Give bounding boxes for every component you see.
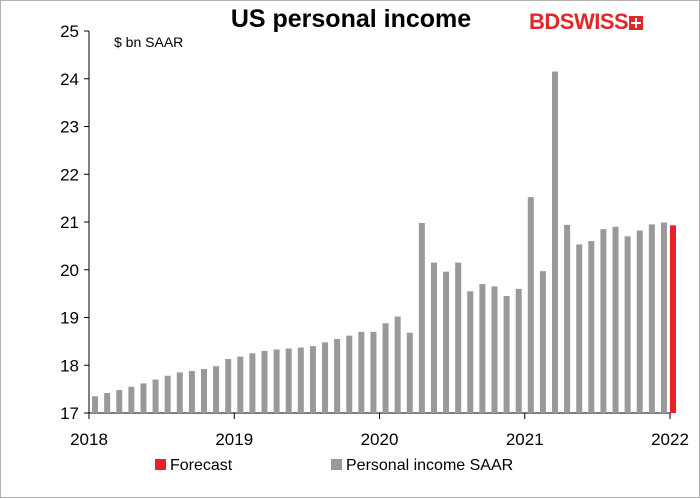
bar-forecast: [670, 225, 676, 413]
bar-personal-income: [164, 375, 171, 413]
bar-personal-income: [636, 230, 643, 413]
bar-personal-income: [527, 197, 534, 413]
logo-text-bd: BD: [529, 9, 560, 34]
x-tick-label: 2022: [651, 430, 689, 449]
bar-personal-income: [273, 349, 280, 413]
bar-personal-income: [200, 369, 207, 413]
bar-personal-income: [225, 359, 232, 413]
bar-personal-income: [140, 383, 147, 413]
bar-personal-income: [539, 271, 546, 413]
bar-personal-income: [418, 222, 425, 413]
bar-personal-income: [467, 291, 474, 413]
bar-personal-income: [176, 372, 183, 413]
bar-personal-income: [370, 331, 377, 413]
bar-personal-income: [152, 379, 159, 413]
bar-personal-income: [479, 284, 486, 413]
bar-personal-income: [503, 296, 510, 413]
y-tick-label: 19: [60, 309, 79, 328]
bar-personal-income: [346, 335, 353, 413]
bar-personal-income: [648, 224, 655, 413]
chart-title: US personal income: [230, 5, 472, 33]
bar-personal-income: [443, 271, 450, 413]
bar-personal-income: [322, 342, 329, 413]
bar-personal-income: [624, 236, 631, 413]
y-tick-label: 18: [60, 356, 79, 375]
y-tick-label: 24: [60, 70, 79, 89]
y-tick-label: 20: [60, 261, 79, 280]
brand-logo: BDSWISS: [529, 9, 644, 35]
bar-personal-income: [104, 392, 111, 413]
bar-personal-income: [358, 331, 365, 413]
bar-personal-income: [92, 396, 99, 413]
y-tick-label: 17: [60, 404, 79, 423]
bar-personal-income: [285, 348, 292, 413]
bar-personal-income: [552, 71, 559, 414]
bar-personal-income: [188, 370, 195, 413]
legend-swatch-personal-income: [331, 459, 342, 470]
legend-label-forecast: Forecast: [170, 457, 233, 474]
legend-item-forecast: Forecast: [155, 457, 232, 475]
x-tick-label: 2020: [361, 430, 399, 449]
bar-personal-income: [394, 316, 401, 413]
bar-personal-income: [430, 262, 437, 413]
x-tick-label: 2018: [70, 430, 108, 449]
bar-personal-income: [406, 332, 413, 413]
bar-personal-income: [213, 366, 220, 413]
bar-personal-income: [237, 356, 244, 413]
y-tick-label: 25: [60, 22, 79, 41]
bar-personal-income: [249, 353, 256, 413]
legend-item-personal-income: Personal income SAAR: [331, 457, 513, 475]
x-tick-label: 2019: [215, 430, 253, 449]
bar-personal-income: [128, 386, 135, 413]
bar-personal-income: [491, 286, 498, 413]
bar-personal-income: [564, 224, 571, 413]
logo-text-swiss: SWISS: [559, 9, 629, 34]
bar-personal-income: [382, 323, 389, 413]
bar-personal-income: [660, 222, 667, 413]
unit-label: $ bn SAAR: [114, 34, 184, 50]
bar-personal-income: [576, 244, 583, 413]
bar-personal-income: [588, 241, 595, 413]
bar-personal-income: [116, 390, 123, 413]
y-tick-label: 23: [60, 118, 79, 137]
bar-personal-income: [334, 338, 341, 413]
y-tick-label: 21: [60, 213, 79, 232]
legend-label-personal-income: Personal income SAAR: [346, 457, 514, 474]
bar-personal-income: [261, 350, 268, 413]
x-tick-label: 2021: [506, 430, 544, 449]
bar-personal-income: [455, 262, 462, 413]
swiss-cross-icon: [629, 16, 644, 30]
bar-personal-income: [515, 288, 522, 413]
bar-personal-income: [612, 226, 619, 413]
bar-personal-income: [600, 229, 607, 413]
legend-swatch-forecast: [155, 459, 166, 470]
bar-personal-income: [297, 347, 304, 413]
bar-personal-income: [309, 346, 316, 413]
y-tick-label: 22: [60, 165, 79, 184]
